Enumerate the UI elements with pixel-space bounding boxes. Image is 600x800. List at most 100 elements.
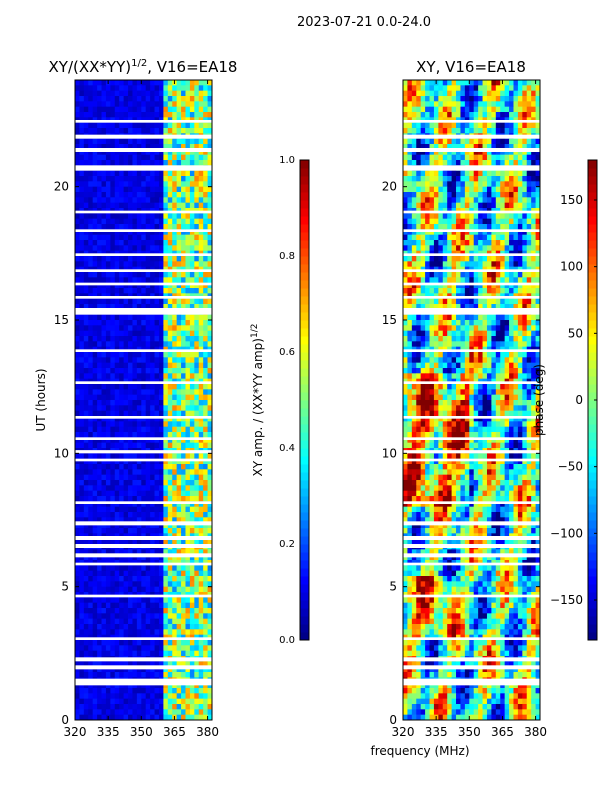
- heatmap-cell: [145, 384, 151, 390]
- heatmap-cell: [198, 272, 204, 278]
- heatmap-cell: [114, 618, 120, 625]
- heatmap-cell: [150, 421, 155, 428]
- heatmap-cell: [167, 645, 173, 652]
- heatmap-cell: [150, 474, 155, 481]
- heatmap-cell: [114, 149, 120, 156]
- heatmap-cell: [203, 218, 208, 225]
- heatmap-cell: [163, 352, 169, 358]
- heatmap-cell: [482, 234, 488, 241]
- heatmap-cell: [132, 325, 138, 332]
- heatmap-cell: [203, 453, 208, 460]
- heatmap-cell: [136, 405, 142, 412]
- heatmap-cell: [75, 709, 80, 716]
- heatmap-cell: [207, 485, 213, 492]
- heatmap-cell: [92, 597, 98, 604]
- heatmap-cell: [97, 714, 102, 721]
- heatmap-cell: [491, 240, 497, 246]
- heatmap-cell: [207, 464, 213, 470]
- heatmap-cell: [416, 213, 422, 220]
- heatmap-cell: [83, 469, 89, 476]
- heatmap-cell: [194, 405, 200, 412]
- heatmap-cell: [163, 458, 169, 465]
- heatmap-cell: [176, 586, 182, 593]
- heatmap-cell: [158, 528, 164, 534]
- heatmap-cell: [194, 549, 200, 556]
- heatmap-cell: [105, 709, 111, 716]
- heatmap-cell: [478, 149, 483, 156]
- heatmap-cell: [110, 400, 116, 406]
- heatmap-cell: [123, 709, 129, 716]
- heatmap-cell: [128, 160, 133, 166]
- colorbar-segment: [300, 632, 309, 641]
- heatmap-cell: [420, 160, 426, 166]
- heatmap-cell: [189, 645, 195, 652]
- heatmap-cell: [158, 624, 164, 630]
- heatmap-cell: [92, 426, 98, 433]
- heatmap-cell: [145, 256, 151, 262]
- heatmap-cell: [198, 570, 204, 577]
- heatmap-cell: [176, 458, 182, 465]
- heatmap-cell: [145, 181, 151, 188]
- heatmap-cell: [79, 602, 85, 609]
- heatmap-cell: [123, 154, 129, 161]
- heatmap-cell: [451, 112, 457, 118]
- heatmap-cell: [464, 144, 470, 150]
- heatmap-cell: [416, 234, 422, 241]
- heatmap-cell: [123, 613, 129, 620]
- heatmap-cell: [75, 282, 80, 289]
- heatmap-cell: [189, 597, 195, 604]
- heatmap-cell: [469, 186, 475, 193]
- heatmap-cell: [158, 704, 164, 710]
- heatmap-cell: [92, 330, 98, 337]
- heatmap-cell: [105, 597, 111, 604]
- heatmap-cell: [92, 362, 98, 369]
- heatmap-cell: [495, 90, 501, 97]
- heatmap-cell: [176, 666, 182, 673]
- heatmap-cell: [194, 357, 200, 364]
- colorbar-tick-label: 0.8: [279, 251, 295, 262]
- heatmap-cell: [154, 597, 160, 604]
- heatmap-cell: [92, 682, 98, 689]
- heatmap-cell: [154, 650, 160, 657]
- heatmap-cell: [526, 90, 532, 97]
- heatmap-cell: [136, 352, 142, 358]
- heatmap-cell: [136, 538, 142, 545]
- heatmap-cell: [92, 645, 98, 652]
- heatmap-cell: [145, 586, 151, 593]
- heatmap-cell: [83, 538, 89, 545]
- heatmap-cell: [185, 149, 191, 156]
- heatmap-cell: [123, 586, 129, 593]
- heatmap-cell: [203, 650, 208, 657]
- heatmap-cell: [79, 341, 85, 348]
- heatmap-cell: [79, 693, 85, 700]
- heatmap-cell: [128, 192, 133, 198]
- heatmap-cell: [114, 282, 120, 289]
- heatmap-cell: [136, 650, 142, 657]
- heatmap-cell: [189, 400, 195, 406]
- heatmap-cell: [172, 218, 178, 225]
- heatmap-cell: [163, 314, 169, 321]
- heatmap-cell: [429, 181, 435, 188]
- heatmap-cell: [145, 186, 151, 193]
- heatmap-cell: [203, 160, 208, 166]
- heatmap-cell: [83, 314, 89, 321]
- heatmap-cell: [88, 576, 94, 582]
- heatmap-cell: [176, 181, 182, 188]
- heatmap-cell: [154, 106, 160, 113]
- heatmap-cell: [491, 122, 497, 129]
- heatmap-cell: [88, 624, 94, 630]
- heatmap-cell: [141, 336, 147, 342]
- heatmap-cell: [92, 432, 98, 438]
- heatmap-cell: [154, 272, 160, 278]
- heatmap-cell: [504, 218, 510, 225]
- heatmap-cell: [509, 186, 514, 193]
- heatmap-cell: [83, 426, 89, 433]
- heatmap-cell: [119, 112, 125, 118]
- heatmap-cell: [189, 336, 195, 342]
- heatmap-cell: [83, 485, 89, 492]
- heatmap-cell: [486, 138, 492, 145]
- heatmap-cell: [154, 362, 160, 369]
- heatmap-cell: [495, 101, 501, 108]
- panel1-heatmap: [75, 80, 213, 721]
- heatmap-cell: [79, 389, 85, 396]
